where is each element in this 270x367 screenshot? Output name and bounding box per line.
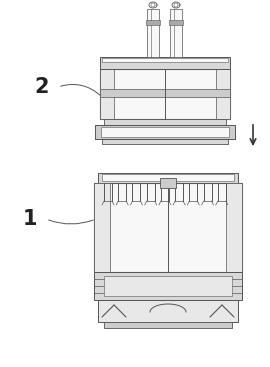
Polygon shape xyxy=(146,20,160,25)
Polygon shape xyxy=(169,20,183,25)
Polygon shape xyxy=(170,9,182,57)
Polygon shape xyxy=(94,272,242,300)
Text: 1: 1 xyxy=(23,209,37,229)
Polygon shape xyxy=(94,183,242,272)
Text: 2: 2 xyxy=(35,77,49,97)
Polygon shape xyxy=(102,174,234,181)
Polygon shape xyxy=(98,300,238,322)
Polygon shape xyxy=(101,127,229,137)
Polygon shape xyxy=(102,58,228,62)
Polygon shape xyxy=(102,139,228,144)
Polygon shape xyxy=(147,9,159,57)
Polygon shape xyxy=(100,69,114,119)
Polygon shape xyxy=(104,119,226,125)
Polygon shape xyxy=(216,69,230,119)
Polygon shape xyxy=(104,276,232,296)
Polygon shape xyxy=(98,173,238,183)
Polygon shape xyxy=(226,183,242,272)
Polygon shape xyxy=(95,125,235,139)
Polygon shape xyxy=(104,322,232,328)
Polygon shape xyxy=(100,88,230,97)
Polygon shape xyxy=(100,57,230,69)
Polygon shape xyxy=(160,178,176,188)
Polygon shape xyxy=(100,69,230,119)
Polygon shape xyxy=(94,183,110,272)
